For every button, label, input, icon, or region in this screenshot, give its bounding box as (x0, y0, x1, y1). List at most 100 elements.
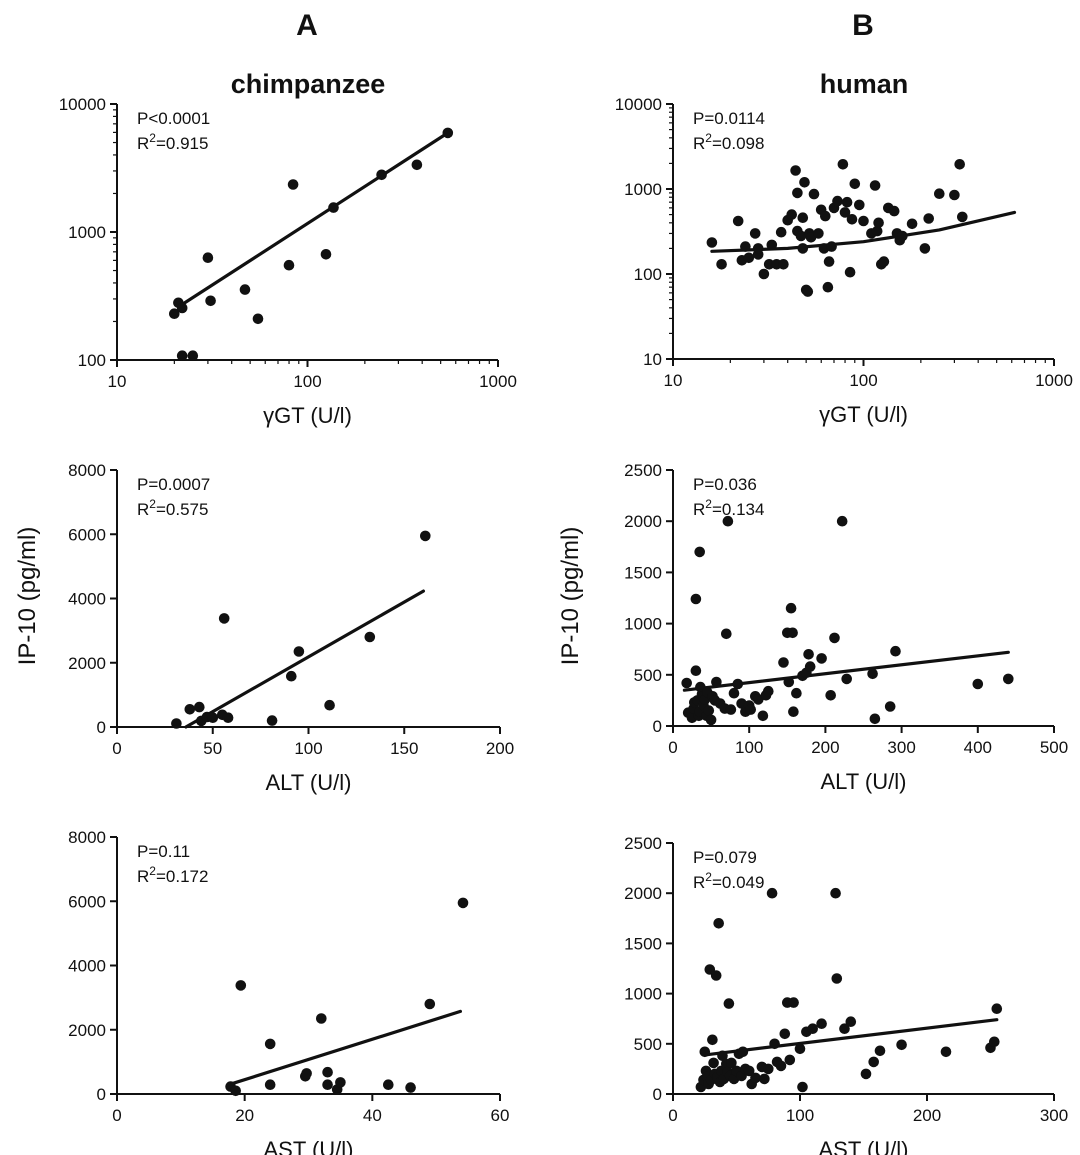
data-point (169, 308, 180, 320)
data-point (708, 1057, 719, 1069)
x-tick-label: 0 (668, 1106, 677, 1125)
y-tick-label: 100 (634, 265, 662, 284)
data-point (813, 228, 824, 239)
x-tick-label: 0 (112, 1106, 121, 1125)
data-point (795, 230, 807, 242)
data-point (716, 259, 727, 270)
data-point (868, 1056, 879, 1068)
data-point (376, 169, 387, 181)
data-point (420, 530, 431, 542)
x-tick-label: 1000 (1035, 371, 1073, 390)
data-point (322, 1079, 333, 1090)
data-point (829, 632, 840, 644)
x-tick-label: 300 (1040, 1106, 1068, 1125)
data-point (896, 1039, 907, 1051)
x-tick-label: 100 (849, 371, 877, 390)
data-point (726, 1057, 737, 1069)
data-point (293, 646, 305, 657)
data-point (222, 712, 234, 723)
data-point (845, 1016, 857, 1027)
r-squared-superscript: 2 (149, 497, 156, 511)
plot-human-alt: 0 100 200 300 400 500 0 500 1000 1500 2000 2500 ALT … (624, 461, 1068, 794)
data-point (841, 196, 853, 208)
y-axis-label-human-alt: IP-10 (pg/ml) (557, 527, 584, 666)
y-tick-label: 2500 (624, 461, 662, 480)
data-point (681, 677, 692, 689)
y-tick-label: 8000 (68, 461, 106, 480)
data-point (763, 259, 775, 270)
y-tick-label: 4000 (68, 590, 106, 609)
data-point (871, 225, 883, 237)
r-squared-value: =0.134 (712, 500, 764, 519)
y-tick-label: 0 (653, 717, 662, 736)
data-point (230, 1085, 241, 1097)
data-point (792, 187, 803, 199)
p-value-label: P=0.0007 (137, 475, 210, 494)
p-value-label: P=0.036 (693, 475, 757, 494)
x-tick-label: 200 (811, 738, 839, 757)
data-point (823, 256, 835, 267)
x-tick-label: 500 (1040, 738, 1068, 757)
x-tick-label: 100 (293, 372, 321, 391)
data-point (807, 1023, 818, 1034)
data-point (207, 712, 219, 723)
data-point (873, 217, 884, 229)
data-point (788, 706, 799, 717)
r-squared-value: =0.049 (712, 873, 764, 892)
data-point (287, 179, 299, 190)
r-squared-label: R2=0.098 (693, 131, 764, 153)
y-tick-label: 100 (78, 351, 106, 370)
r-squared-value: =0.575 (156, 500, 208, 519)
data-point (919, 243, 931, 254)
regression-line (176, 131, 450, 309)
data-point (171, 718, 182, 729)
r-squared-superscript: 2 (705, 131, 712, 145)
data-point (778, 657, 789, 668)
data-point (728, 687, 740, 699)
r-squared-value: =0.098 (712, 134, 764, 153)
data-point (763, 685, 774, 697)
data-point (797, 243, 809, 254)
y-tick-label: 2000 (68, 1021, 106, 1040)
data-point (816, 1018, 827, 1029)
y-tick-label: 0 (97, 1085, 106, 1104)
data-point (775, 1060, 787, 1072)
data-point (320, 249, 332, 260)
data-point (752, 243, 764, 254)
y-tick-label: 10000 (615, 95, 662, 114)
data-point (839, 1023, 850, 1034)
x-tick-label: 60 (491, 1106, 510, 1125)
data-point (957, 211, 968, 223)
r-squared-label: R2=0.575 (137, 497, 208, 519)
x-axis-label: γGT (U/l) (263, 403, 352, 428)
data-point (202, 252, 214, 263)
data-point (797, 1081, 808, 1093)
data-point (239, 284, 251, 295)
data-point (266, 715, 278, 726)
y-tick-label: 500 (634, 1035, 662, 1054)
data-point (737, 1046, 749, 1058)
data-point (424, 998, 436, 1010)
data-point (844, 266, 856, 278)
y-tick-label: 2000 (68, 654, 106, 673)
data-point (816, 653, 827, 664)
data-point (849, 178, 861, 190)
data-point (743, 252, 755, 264)
data-point (721, 628, 732, 640)
r-squared-label: R2=0.134 (693, 497, 764, 519)
y-tick-label: 1000 (624, 615, 662, 634)
data-point (820, 210, 831, 222)
data-point (690, 665, 702, 676)
data-point (906, 218, 918, 230)
data-point (836, 515, 848, 527)
data-point (884, 701, 896, 712)
data-point (878, 256, 890, 267)
data-point (802, 286, 814, 297)
data-point (858, 215, 869, 227)
data-point (830, 887, 841, 899)
regression-line (184, 589, 425, 729)
data-point (176, 302, 188, 314)
data-point (364, 631, 376, 643)
